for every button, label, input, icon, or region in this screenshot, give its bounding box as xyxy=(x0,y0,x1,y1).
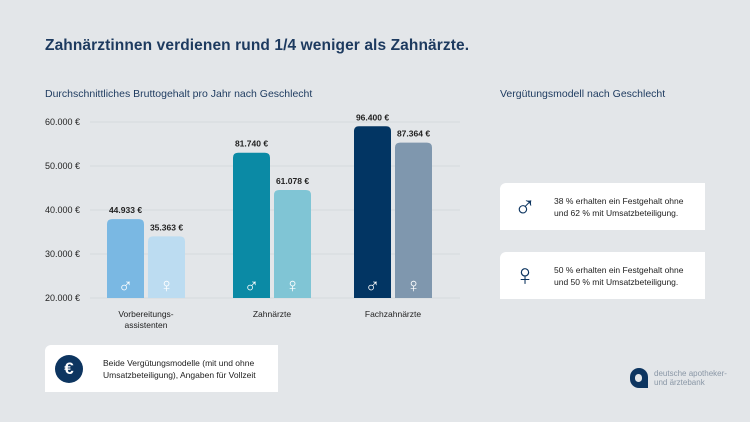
right-title: Vergütungsmodell nach Geschlecht xyxy=(500,88,666,100)
bar-male xyxy=(107,219,144,298)
bar-male xyxy=(233,152,270,298)
bar-female xyxy=(148,236,185,298)
data-label: 61.078 € xyxy=(276,176,309,186)
y-tick-label: 40.000 € xyxy=(45,205,80,215)
chart-title: Durchschnittliches Bruttogehalt pro Jahr… xyxy=(45,88,313,100)
male-text: 38 % erhalten ein Festgehalt ohne und 62… xyxy=(554,195,684,218)
female-icon: ♀ xyxy=(159,275,174,297)
male-icon: ♂ xyxy=(118,275,133,297)
bar-female xyxy=(274,190,311,298)
female-icon: ♀ xyxy=(406,275,421,297)
data-label: 81.740 € xyxy=(235,139,268,149)
data-label: 87.364 € xyxy=(397,129,430,139)
x-category-label: Vorbereitungs- xyxy=(118,309,173,319)
female-info-card: ♀ 50 % erhalten ein Festgehalt ohne und … xyxy=(500,252,705,299)
male-icon: ♂ xyxy=(513,189,537,223)
logo-mark-icon xyxy=(630,368,648,388)
bar-male xyxy=(354,126,391,298)
y-tick-label: 60.000 € xyxy=(45,117,80,127)
female-icon: ♀ xyxy=(513,258,537,292)
x-category-label: Fachzahnärzte xyxy=(365,309,421,319)
bar-female xyxy=(395,142,432,298)
logo: deutsche apotheker-und ärztebank xyxy=(630,368,727,388)
y-tick-label: 50.000 € xyxy=(45,161,80,171)
footnote-text: Beide Vergütungsmodelle (mit und ohne Um… xyxy=(103,357,256,380)
x-category-label: Zahnärzte xyxy=(253,309,292,319)
male-info-card: ♂ 38 % erhalten ein Festgehalt ohne und … xyxy=(500,183,705,230)
y-tick-label: 30.000 € xyxy=(45,249,80,259)
page-title: Zahnärztinnen verdienen rund 1/4 weniger… xyxy=(45,37,470,54)
data-label: 96.400 € xyxy=(356,112,389,122)
y-tick-label: 20.000 € xyxy=(45,293,80,303)
male-icon: ♂ xyxy=(244,275,259,297)
x-category-label: assistenten xyxy=(125,320,168,330)
logo-line2: und ärztebank xyxy=(654,378,705,387)
euro-icon: € xyxy=(55,354,83,383)
female-icon: ♀ xyxy=(285,275,300,297)
data-label: 44.933 € xyxy=(109,205,142,215)
male-icon: ♂ xyxy=(365,275,380,297)
data-label: 35.363 € xyxy=(150,222,183,232)
female-text: 50 % erhalten ein Festgehalt ohne und 50… xyxy=(554,264,684,287)
footnote-card: € Beide Vergütungsmodelle (mit und ohne … xyxy=(45,345,278,392)
logo-line1: deutsche apotheker- xyxy=(654,369,727,378)
